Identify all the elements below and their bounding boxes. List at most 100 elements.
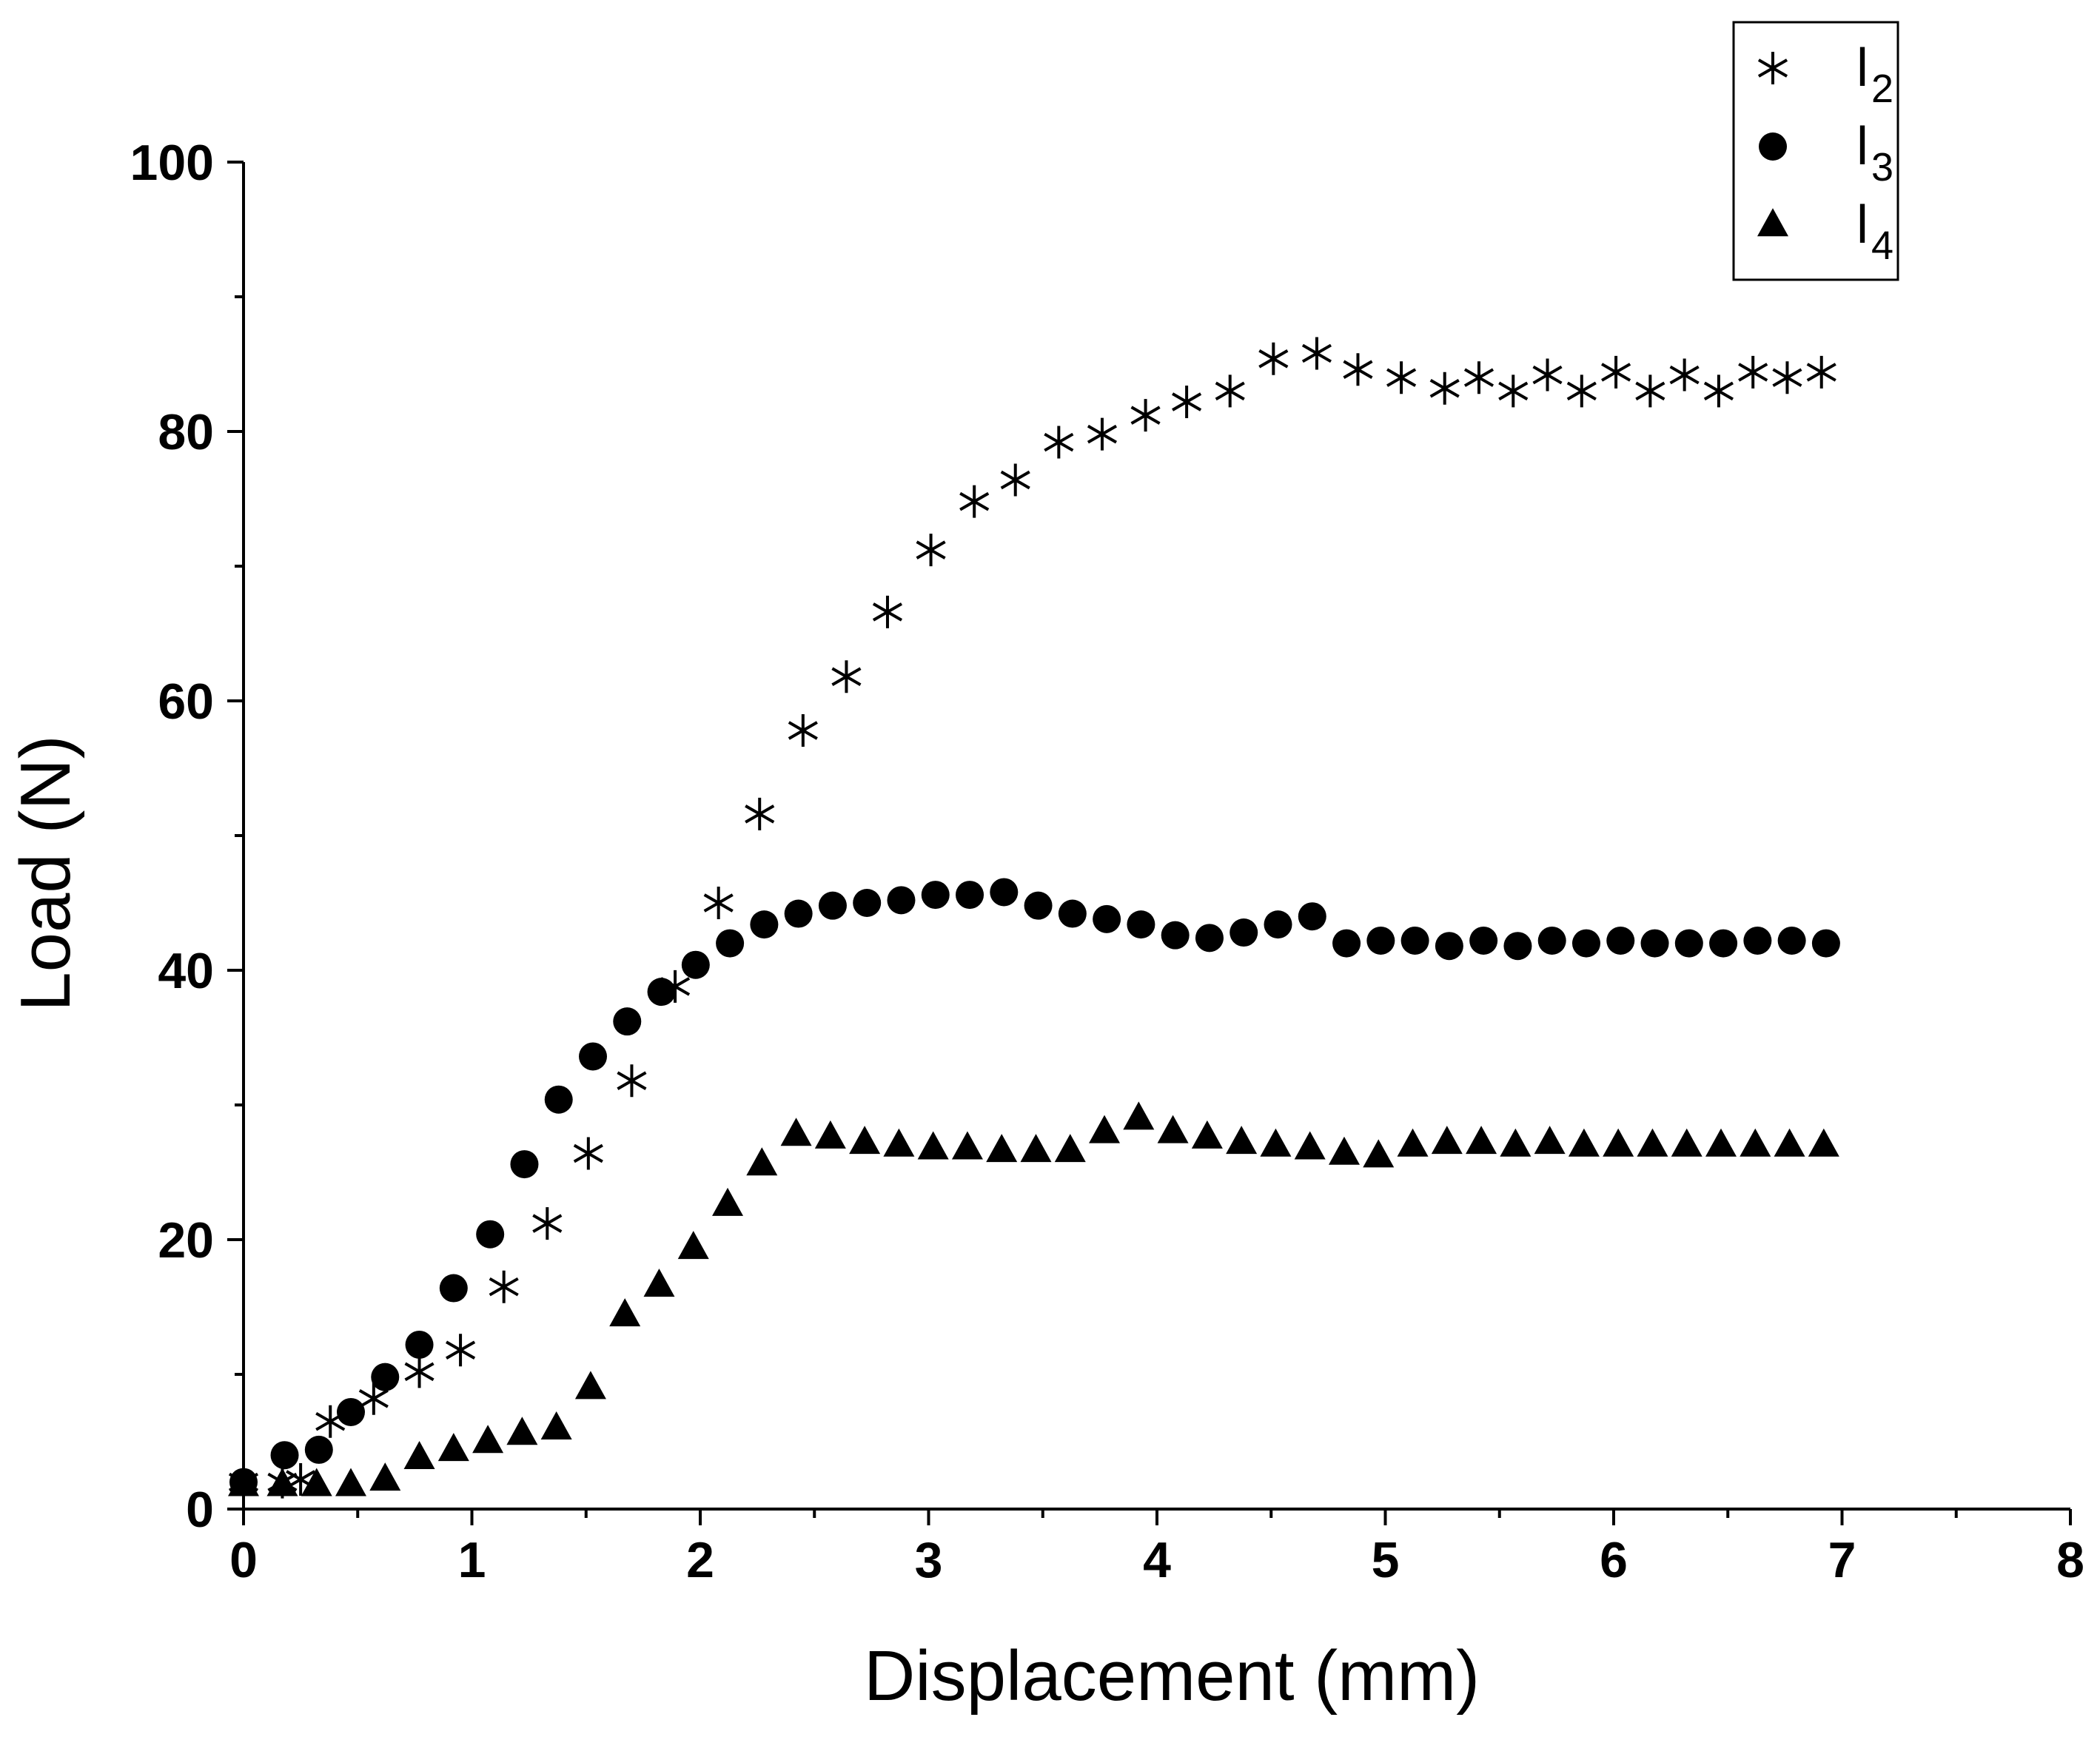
l4-point <box>403 1441 435 1470</box>
l4-point <box>917 1131 949 1160</box>
l4-point <box>1774 1128 1805 1157</box>
l3-point <box>853 889 882 917</box>
legend-marker-l4 <box>1757 208 1788 237</box>
legend-label: l <box>1856 38 1868 98</box>
l3-point <box>1743 926 1772 955</box>
l2-point <box>1343 353 1373 386</box>
axes <box>242 162 2070 1511</box>
l3-point <box>544 1085 573 1114</box>
l4-point <box>1294 1131 1326 1160</box>
l4-point <box>1123 1101 1155 1130</box>
l2-point <box>1130 399 1161 432</box>
l4-point <box>1671 1128 1703 1157</box>
legend-label: l <box>1856 195 1868 255</box>
legend-label: l <box>1856 117 1868 176</box>
y-tick-label: 80 <box>158 404 214 460</box>
l3-point <box>716 929 745 958</box>
x-tick-label: 2 <box>686 1532 714 1588</box>
l2-point <box>1806 355 1836 389</box>
legend-label-subscript: 2 <box>1871 67 1893 111</box>
l4-point <box>1466 1126 1497 1155</box>
x-tick-label: 3 <box>915 1532 943 1588</box>
l4-point <box>1637 1128 1668 1157</box>
x-tick-label: 8 <box>2056 1532 2084 1588</box>
l4-point <box>609 1298 641 1327</box>
l3-point <box>1298 902 1326 931</box>
l4-point <box>1020 1134 1052 1163</box>
l3-point <box>647 978 676 1007</box>
x-tick-label: 1 <box>458 1532 486 1588</box>
l2-point <box>788 714 818 747</box>
l3-point <box>270 1441 299 1470</box>
l4-point <box>301 1468 332 1496</box>
l4-point <box>437 1433 469 1462</box>
l3-point <box>818 891 847 920</box>
l3-point <box>304 1435 333 1464</box>
l4-point <box>1328 1136 1360 1165</box>
l3-point <box>784 899 813 928</box>
l2-point <box>404 1355 435 1388</box>
l3-point <box>1400 926 1429 955</box>
l3-point <box>1093 904 1121 933</box>
y-tick-labels: 0 20 40 60 80 100 <box>130 135 214 1538</box>
l3-point <box>1127 910 1155 939</box>
l4-point <box>1054 1134 1086 1163</box>
l3-point <box>1777 926 1806 955</box>
l2-point <box>1669 358 1700 392</box>
l4-point <box>1808 1128 1839 1157</box>
l3-point <box>1469 926 1498 955</box>
l3-point <box>681 950 710 979</box>
l4-point <box>712 1187 744 1216</box>
l2-point <box>573 1137 603 1170</box>
l3-point <box>1709 929 1738 958</box>
x-tick-label: 6 <box>1600 1532 1628 1588</box>
l3-point <box>1366 926 1395 955</box>
y-tick-label: 60 <box>158 673 214 730</box>
l2-point <box>358 1382 389 1415</box>
l3-point <box>405 1330 434 1359</box>
l4-point <box>677 1231 709 1260</box>
l2-point <box>1386 361 1417 394</box>
l4-point <box>1157 1115 1189 1143</box>
l4-point <box>506 1417 538 1445</box>
l4-point <box>1534 1126 1566 1155</box>
l2-point <box>1172 385 1202 418</box>
legend-marker-l2 <box>1757 52 1788 84</box>
l2-point <box>617 1064 647 1098</box>
l4-point <box>1226 1126 1258 1155</box>
l2-point <box>1087 417 1118 451</box>
l2-point <box>1044 426 1074 459</box>
l3-point <box>1435 932 1463 961</box>
l2-point <box>446 1334 476 1367</box>
l3-point <box>990 878 1019 907</box>
l4-point <box>369 1462 401 1491</box>
l2-point <box>1635 374 1665 408</box>
l3-point <box>1571 929 1600 958</box>
l4-point <box>780 1118 812 1146</box>
l3-point <box>1230 918 1258 947</box>
l3-point <box>1195 924 1224 953</box>
l2-point <box>1498 374 1529 408</box>
l3-point <box>1161 921 1190 950</box>
l2-point <box>1532 358 1563 392</box>
l3-point <box>1811 929 1840 958</box>
l4-point <box>1363 1139 1395 1168</box>
l3-point <box>1640 929 1669 958</box>
l3-point <box>439 1274 468 1303</box>
l4-point <box>1431 1126 1463 1155</box>
series-l3 <box>229 878 1840 1496</box>
legend-marker-l3 <box>1759 132 1787 161</box>
l3-point <box>1606 926 1635 955</box>
l4-point <box>335 1468 366 1496</box>
l4-point <box>228 1468 259 1496</box>
l3-point <box>887 886 916 915</box>
l4-point <box>951 1131 983 1160</box>
l3-point <box>1503 932 1532 961</box>
x-tick-label: 7 <box>1828 1532 1856 1588</box>
l2-point <box>1738 355 1768 389</box>
l2-point <box>1000 463 1030 497</box>
l4-point <box>1260 1128 1292 1157</box>
